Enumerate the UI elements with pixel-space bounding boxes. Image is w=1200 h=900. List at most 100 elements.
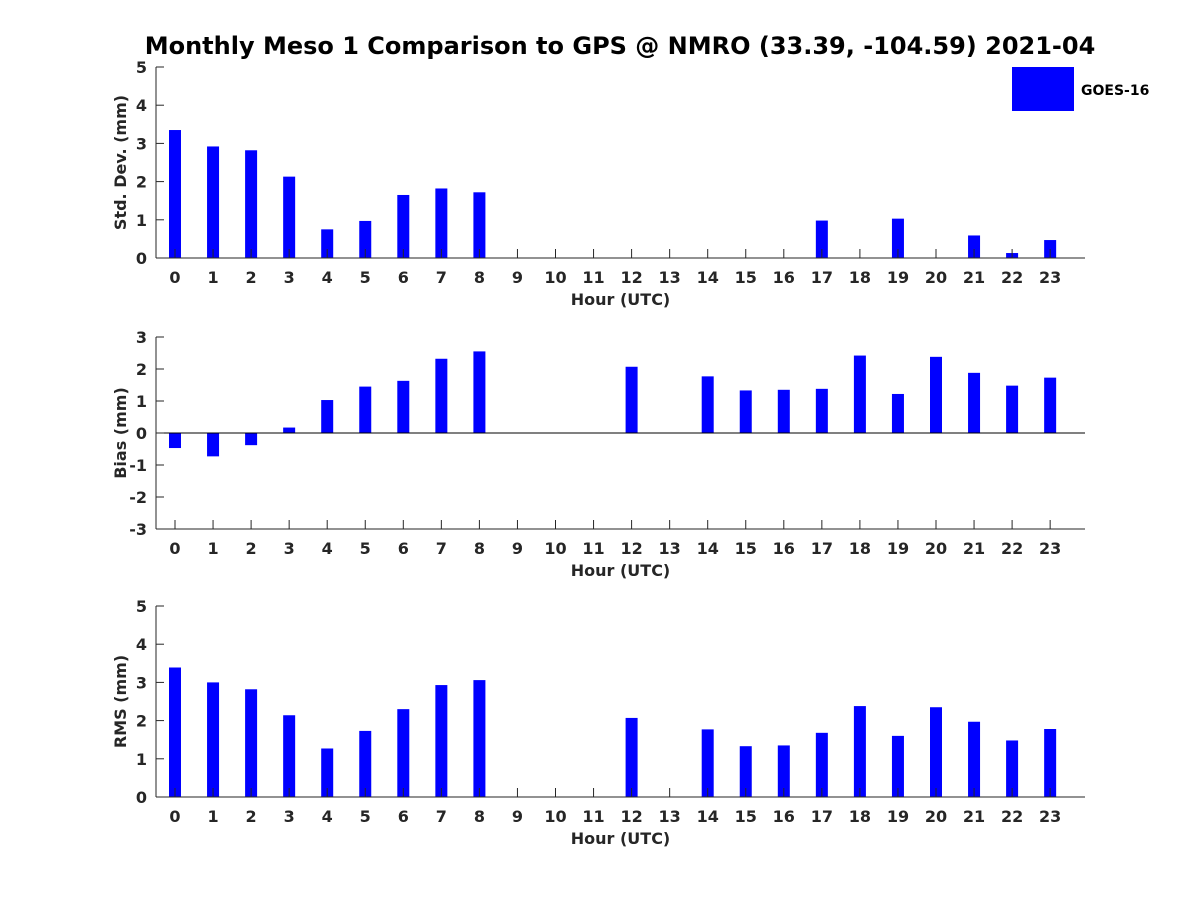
- bar-3: [283, 176, 296, 258]
- x-tick-label: 23: [1039, 539, 1061, 558]
- y-tick-label: 5: [136, 597, 147, 616]
- bar-1: [207, 146, 220, 258]
- x-tick-label: 8: [474, 539, 485, 558]
- x-tick-label: 9: [512, 268, 523, 287]
- bar-2: [245, 689, 258, 797]
- x-tick-label: 4: [322, 539, 333, 558]
- x-axis-label: Hour (UTC): [571, 561, 671, 580]
- bar-16: [777, 745, 790, 797]
- y-tick-label: 4: [136, 96, 147, 115]
- y-axis-label: Bias (mm): [111, 387, 130, 479]
- x-tick-label: 4: [322, 807, 333, 826]
- y-tick-label: 0: [136, 788, 147, 807]
- x-tick-label: 15: [735, 539, 757, 558]
- x-tick-label: 11: [582, 807, 604, 826]
- x-tick-label: 9: [512, 539, 523, 558]
- bar-14: [701, 729, 714, 797]
- x-tick-label: 21: [963, 268, 985, 287]
- x-tick-label: 7: [436, 268, 447, 287]
- y-tick-label: -3: [129, 520, 147, 539]
- x-tick-label: 19: [887, 539, 909, 558]
- bar-17: [815, 388, 828, 433]
- bar-19: [891, 735, 904, 797]
- x-tick-label: 16: [773, 539, 795, 558]
- x-tick-label: 21: [963, 807, 985, 826]
- y-axis-label: RMS (mm): [111, 655, 130, 748]
- x-tick-label: 10: [544, 807, 566, 826]
- bar-22: [1006, 740, 1019, 797]
- y-tick-label: 1: [136, 750, 147, 769]
- y-tick-label: -1: [129, 456, 147, 475]
- x-tick-label: 5: [360, 807, 371, 826]
- x-tick-label: 11: [582, 539, 604, 558]
- x-tick-label: 15: [735, 268, 757, 287]
- y-tick-label: 3: [136, 673, 147, 692]
- bar-6: [397, 380, 410, 433]
- x-tick-label: 23: [1039, 268, 1061, 287]
- bar-6: [397, 709, 410, 797]
- x-tick-label: 0: [169, 807, 180, 826]
- bar-23: [1044, 729, 1057, 797]
- bar-2: [245, 433, 258, 446]
- y-tick-label: 1: [136, 211, 147, 230]
- x-tick-label: 13: [659, 268, 681, 287]
- y-axis-label: Std. Dev. (mm): [111, 95, 130, 230]
- x-tick-label: 5: [360, 268, 371, 287]
- x-tick-label: 15: [735, 807, 757, 826]
- bar-7: [435, 358, 448, 433]
- x-tick-label: 0: [169, 268, 180, 287]
- x-tick-label: 17: [811, 268, 833, 287]
- y-tick-label: 1: [136, 392, 147, 411]
- x-tick-label: 17: [811, 539, 833, 558]
- bar-18: [853, 355, 866, 433]
- bar-5: [359, 730, 372, 797]
- bar-16: [777, 389, 790, 433]
- bar-5: [359, 386, 372, 433]
- chart-title: Monthly Meso 1 Comparison to GPS @ NMRO …: [145, 32, 1096, 60]
- legend-swatch: [1012, 67, 1074, 111]
- x-tick-label: 6: [398, 268, 409, 287]
- x-tick-label: 18: [849, 268, 871, 287]
- bar-15: [739, 746, 752, 797]
- x-tick-label: 19: [887, 807, 909, 826]
- x-tick-label: 4: [322, 268, 333, 287]
- y-tick-label: 5: [136, 58, 147, 77]
- bar-17: [815, 732, 828, 797]
- x-tick-label: 12: [620, 807, 642, 826]
- x-tick-label: 3: [284, 807, 295, 826]
- bar-21: [968, 372, 981, 433]
- bar-8: [473, 192, 486, 258]
- y-tick-label: 2: [136, 360, 147, 379]
- x-tick-label: 2: [246, 539, 257, 558]
- bar-8: [473, 680, 486, 797]
- x-tick-label: 2: [246, 268, 257, 287]
- y-tick-label: 0: [136, 249, 147, 268]
- legend: GOES-16: [1012, 67, 1149, 111]
- bar-7: [435, 685, 448, 797]
- bar-21: [968, 235, 981, 258]
- bar-22: [1006, 385, 1019, 433]
- x-tick-label: 21: [963, 539, 985, 558]
- x-tick-label: 16: [773, 807, 795, 826]
- bar-0: [169, 667, 181, 797]
- x-tick-label: 6: [398, 539, 409, 558]
- bar-1: [207, 433, 220, 457]
- x-tick-label: 0: [169, 539, 180, 558]
- x-tick-label: 1: [207, 539, 218, 558]
- x-tick-label: 22: [1001, 268, 1023, 287]
- x-tick-label: 18: [849, 539, 871, 558]
- x-tick-label: 11: [582, 268, 604, 287]
- bar-20: [930, 356, 942, 433]
- bar-12: [625, 366, 638, 433]
- x-tick-label: 10: [544, 268, 566, 287]
- x-tick-label: 7: [436, 539, 447, 558]
- bar-1: [207, 682, 220, 797]
- x-tick-label: 22: [1001, 807, 1023, 826]
- bar-20: [930, 707, 942, 797]
- x-tick-label: 6: [398, 807, 409, 826]
- bar-4: [321, 229, 334, 258]
- x-tick-label: 20: [925, 268, 947, 287]
